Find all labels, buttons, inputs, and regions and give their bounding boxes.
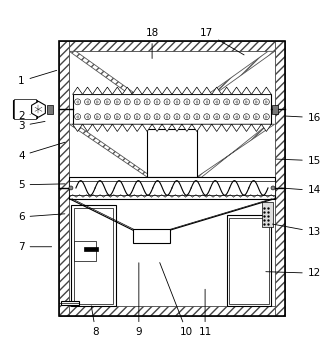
Text: 17: 17 [200, 28, 244, 55]
Polygon shape [262, 124, 271, 131]
Bar [73, 208, 113, 304]
Text: 9: 9 [136, 263, 142, 337]
Bar [229, 218, 269, 304]
Polygon shape [103, 87, 112, 94]
Text: 2: 2 [18, 111, 30, 121]
Bar [275, 42, 285, 316]
Bar [69, 180, 275, 195]
Text: 16: 16 [286, 113, 321, 123]
Polygon shape [241, 124, 252, 131]
Text: 5: 5 [18, 180, 65, 190]
Polygon shape [72, 87, 82, 94]
Text: 14: 14 [281, 186, 321, 195]
Bar [59, 42, 285, 316]
Bar [262, 202, 273, 227]
Circle shape [271, 186, 275, 190]
Text: 8: 8 [91, 306, 99, 337]
Polygon shape [252, 87, 262, 94]
Bar [59, 306, 285, 316]
Bar [61, 301, 79, 305]
Bar [133, 229, 170, 243]
Text: 10: 10 [160, 262, 193, 337]
Text: 7: 7 [18, 242, 52, 252]
Polygon shape [197, 124, 275, 177]
Polygon shape [231, 87, 241, 94]
Polygon shape [69, 124, 152, 177]
Polygon shape [202, 124, 212, 131]
Bar [73, 241, 96, 261]
Text: 18: 18 [146, 28, 159, 58]
Polygon shape [69, 51, 157, 109]
Text: 12: 12 [266, 268, 321, 278]
Polygon shape [222, 124, 231, 131]
Polygon shape [142, 87, 152, 94]
Bar [147, 129, 197, 177]
Bar [59, 42, 285, 51]
Text: 3: 3 [18, 121, 45, 131]
Bar [85, 248, 98, 251]
Polygon shape [212, 124, 222, 131]
Bar [272, 105, 278, 114]
Polygon shape [152, 124, 162, 131]
Polygon shape [152, 87, 162, 94]
Polygon shape [112, 87, 122, 94]
Text: 1: 1 [18, 70, 57, 86]
Polygon shape [32, 101, 45, 117]
Polygon shape [112, 124, 122, 131]
Polygon shape [122, 87, 132, 94]
Bar [14, 99, 35, 119]
Polygon shape [231, 124, 241, 131]
Polygon shape [182, 87, 192, 94]
Text: 4: 4 [18, 142, 65, 161]
Polygon shape [212, 87, 222, 94]
Text: 11: 11 [198, 289, 212, 337]
Polygon shape [172, 87, 182, 94]
Polygon shape [162, 124, 172, 131]
Polygon shape [252, 124, 262, 131]
Bar [47, 105, 53, 114]
Polygon shape [241, 87, 252, 94]
Polygon shape [142, 124, 152, 131]
Text: 15: 15 [276, 156, 321, 166]
Bar [71, 205, 116, 306]
Bar [13, 100, 37, 118]
Polygon shape [172, 124, 182, 131]
Bar [72, 94, 271, 124]
Polygon shape [82, 87, 93, 94]
Polygon shape [132, 87, 142, 94]
Polygon shape [72, 124, 82, 131]
Polygon shape [162, 87, 172, 94]
Polygon shape [103, 124, 112, 131]
Polygon shape [93, 87, 103, 94]
Polygon shape [202, 87, 212, 94]
Polygon shape [222, 87, 231, 94]
Polygon shape [192, 87, 202, 94]
Text: 6: 6 [18, 212, 65, 222]
Polygon shape [262, 87, 271, 94]
Text: 13: 13 [273, 224, 321, 237]
Bar [69, 177, 275, 199]
Polygon shape [82, 124, 93, 131]
Polygon shape [122, 124, 132, 131]
Polygon shape [93, 124, 103, 131]
Circle shape [69, 186, 73, 190]
Bar [59, 42, 69, 316]
Polygon shape [192, 124, 202, 131]
Polygon shape [182, 124, 192, 131]
Polygon shape [132, 124, 142, 131]
Polygon shape [187, 51, 275, 109]
Bar [227, 215, 271, 306]
